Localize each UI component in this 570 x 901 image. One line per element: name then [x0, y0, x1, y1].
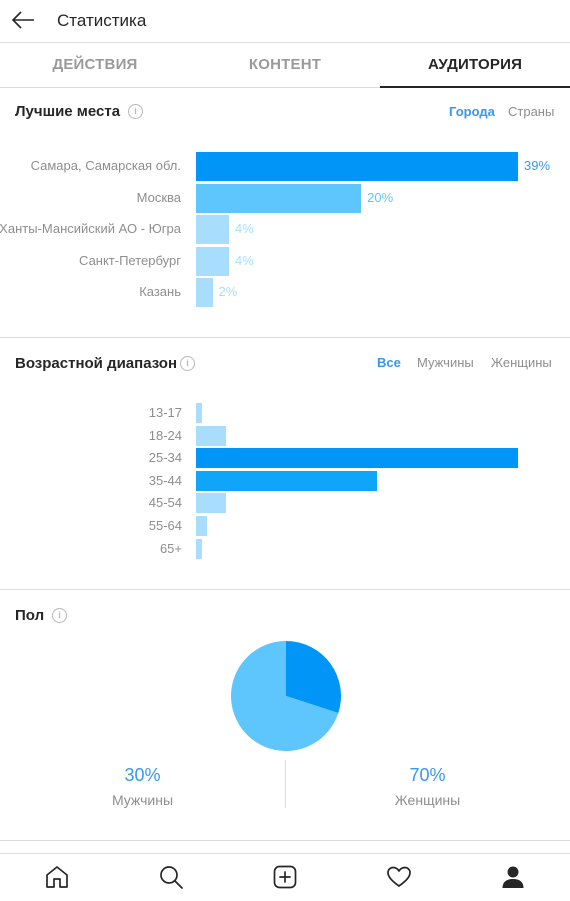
age-label: 35-44 — [148, 472, 182, 488]
nav-profile[interactable] — [500, 864, 526, 890]
filter-countries[interactable]: Страны — [508, 104, 555, 119]
location-value: 20% — [367, 189, 394, 205]
nav-search[interactable] — [158, 864, 184, 890]
section-divider — [0, 337, 570, 338]
section-divider — [0, 840, 570, 841]
age-bar — [196, 470, 378, 491]
pie-slice-male — [286, 641, 341, 713]
info-icon[interactable]: i — [52, 608, 67, 623]
section-divider — [0, 589, 570, 590]
arrow-left-icon — [11, 11, 34, 29]
age-bar — [196, 403, 203, 423]
location-bar — [196, 278, 213, 307]
location-value: 39% — [524, 158, 551, 173]
app-header: Статистика — [0, 0, 570, 43]
location-bar — [196, 215, 230, 244]
tab-audience[interactable]: АУДИТОРИЯ — [380, 43, 570, 88]
location-bar — [196, 152, 518, 181]
filter-all[interactable]: Все — [377, 355, 401, 370]
info-icon[interactable]: i — [180, 356, 195, 371]
male-percent: 30% — [124, 765, 161, 785]
location-label: Москва — [136, 189, 181, 205]
pie-slice-female — [230, 641, 339, 751]
location-value: 2% — [218, 284, 238, 299]
tab-actions[interactable]: ДЕЙСТВИЯ — [52, 56, 138, 73]
top-locations-title: Лучшие места — [15, 103, 121, 120]
filter-cities[interactable]: Города — [449, 104, 495, 119]
add-post-icon — [273, 865, 297, 889]
gender-title: Пол — [15, 607, 45, 624]
location-label: Санкт-Петербург — [79, 252, 181, 268]
gender-pie-chart — [230, 641, 341, 751]
nav-add-post[interactable] — [272, 864, 298, 890]
location-label: Самара, Самарская обл. — [30, 158, 181, 173]
tab-content[interactable]: КОНТЕНТ — [248, 56, 322, 73]
age-label: 55-64 — [148, 518, 182, 533]
female-percent: 70% — [409, 765, 446, 785]
search-icon — [160, 866, 183, 889]
age-bar — [196, 538, 203, 559]
bottom-navigation — [0, 853, 570, 901]
age-label: 18-24 — [148, 427, 182, 443]
location-value: 4% — [235, 252, 254, 268]
age-label: 65+ — [159, 540, 182, 556]
location-bar — [196, 246, 230, 276]
age-bar — [196, 425, 226, 446]
location-bar — [196, 183, 362, 213]
gender-separator — [285, 760, 286, 808]
info-icon[interactable]: i — [128, 104, 143, 119]
tab-bar: ДЕЙСТВИЯ КОНТЕНТ АУДИТОРИЯ — [0, 43, 570, 88]
age-bar — [196, 448, 518, 469]
age-label: 25-34 — [148, 450, 182, 466]
age-label: 13-17 — [148, 405, 182, 420]
location-label: Казань — [139, 284, 181, 299]
home-icon — [46, 866, 68, 888]
back-button[interactable] — [10, 8, 36, 32]
female-label: Женщины — [394, 792, 461, 808]
page-title: Статистика — [57, 11, 147, 30]
age-bar — [196, 516, 208, 536]
male-label: Мужчины — [111, 792, 174, 808]
age-bar — [196, 493, 226, 514]
age-label: 45-54 — [148, 495, 182, 511]
filter-men[interactable]: Мужчины — [417, 355, 474, 370]
nav-activity[interactable] — [386, 864, 412, 890]
nav-home[interactable] — [44, 864, 70, 890]
heart-icon — [387, 866, 411, 887]
location-value: 4% — [235, 221, 254, 236]
profile-icon — [502, 866, 524, 888]
location-label: Ханты-Мансийский АО - Югра — [0, 221, 181, 236]
age-range-title: Возрастной диапазон — [15, 355, 178, 372]
filter-women[interactable]: Женщины — [491, 355, 552, 370]
